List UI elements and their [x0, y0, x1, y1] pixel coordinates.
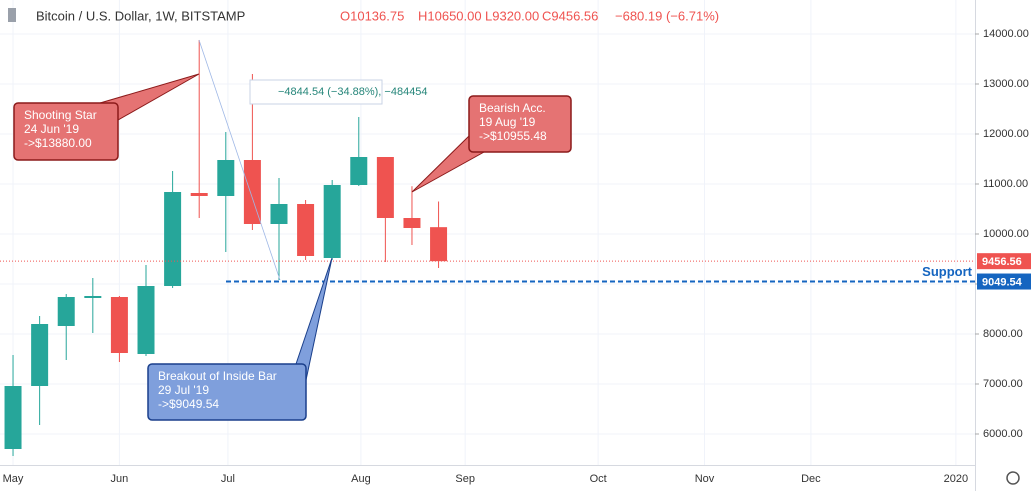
candle-body: [376, 157, 394, 218]
x-tick-label: Jun: [111, 473, 129, 485]
measure-line: [198, 39, 281, 281]
callout-text: 24 Jun '19: [24, 122, 79, 136]
price-label: 9049.54: [982, 276, 1023, 288]
callout-text: Breakout of Inside Bar: [158, 369, 277, 383]
y-tick-label: 12000.00: [983, 128, 1029, 140]
candle-body: [57, 297, 75, 326]
ohlc-change: −680.19 (−6.71%): [615, 8, 719, 23]
ohlc-open: O10136.75: [340, 8, 404, 23]
price-label-box: [977, 273, 1031, 290]
callout-text: ->$9049.54: [158, 397, 219, 411]
x-tick-label: 2020: [944, 473, 968, 485]
callout-text: ->$13880.00: [24, 136, 92, 150]
measure-box: [249, 79, 383, 105]
y-tick-label: 8000.00: [983, 328, 1023, 340]
candle-body: [217, 160, 235, 196]
candle-body: [137, 286, 155, 354]
candle-body: [350, 157, 368, 185]
callout-text: 19 Aug '19: [479, 115, 536, 129]
symbol-icon: [8, 8, 16, 22]
candle-body: [4, 386, 22, 449]
ohlc-close: C9456.56: [542, 8, 598, 23]
candle-body: [164, 192, 182, 286]
candle-body: [403, 218, 421, 228]
callout-text: Bearish Acc.: [479, 101, 546, 115]
settings-icon[interactable]: [1006, 471, 1020, 485]
callout-text: Shooting Star: [24, 108, 97, 122]
ohlc-high: H10650.00: [418, 8, 482, 23]
x-tick-label: Oct: [590, 473, 607, 485]
price-label-box: [977, 253, 1031, 270]
x-tick-label: Dec: [801, 473, 821, 485]
callout-text: 29 Jul '19: [158, 383, 209, 397]
y-tick-label: 14000.00: [983, 28, 1029, 40]
chart-title: Bitcoin / U.S. Dollar, 1W, BITSTAMP: [36, 8, 245, 23]
y-tick-label: 10000.00: [983, 228, 1029, 240]
line-label: Support: [922, 264, 972, 279]
candle-body: [270, 204, 288, 224]
measure-label: −4844.54 (−34.88%), −484454: [278, 86, 428, 98]
callout-cover: [470, 97, 570, 151]
candle-body: [190, 193, 208, 196]
x-tick-label: Aug: [351, 473, 371, 485]
candle-body: [323, 185, 341, 258]
y-tick-label: 11000.00: [983, 178, 1028, 190]
ohlc-low: L9320.00: [485, 8, 539, 23]
x-tick-label: Nov: [695, 473, 715, 485]
y-tick-label: 6000.00: [983, 428, 1023, 440]
callout-cover: [15, 104, 117, 159]
candle-body: [31, 324, 49, 386]
candle-body: [297, 204, 315, 256]
candle-body: [243, 160, 261, 224]
callout-text: ->$10955.48: [479, 129, 547, 143]
x-tick-label: May: [3, 473, 24, 485]
x-tick-label: Sep: [455, 473, 475, 485]
price-label: 9456.56: [982, 256, 1022, 268]
y-tick-label: 13000.00: [983, 78, 1029, 90]
header: Bitcoin / U.S. Dollar, 1W, BITSTAMP O101…: [8, 8, 719, 23]
candle-body: [110, 297, 128, 353]
candle-body: [430, 227, 448, 262]
y-tick-label: 7000.00: [983, 378, 1023, 390]
callout-cover: [149, 365, 305, 419]
candle-body: [84, 296, 102, 298]
x-tick-label: Jul: [221, 473, 235, 485]
